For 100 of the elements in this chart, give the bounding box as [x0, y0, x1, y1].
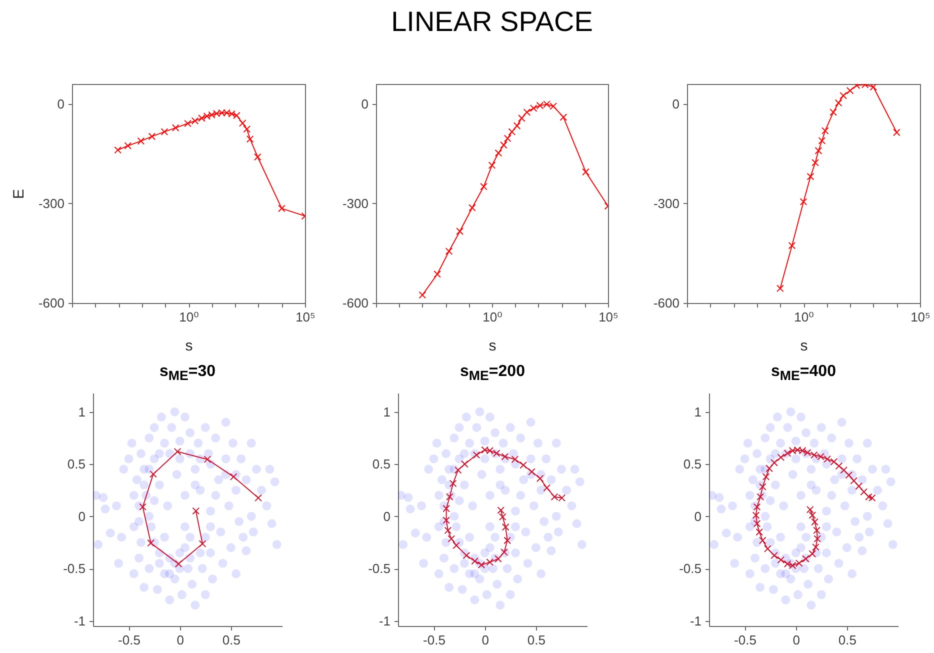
x-tick-label: 10⁰ [794, 310, 814, 324]
point [454, 466, 462, 474]
point [813, 526, 820, 534]
point [498, 513, 506, 521]
point [504, 536, 511, 544]
chart-title: LINEAR SPACE [390, 6, 594, 38]
point [198, 540, 206, 548]
y-tick-label: -600 [653, 296, 680, 310]
point [448, 535, 455, 542]
point [758, 536, 766, 544]
point [528, 468, 536, 476]
point [764, 545, 772, 552]
point [777, 556, 785, 564]
y-tick-label: -0.5 [679, 561, 702, 576]
point [808, 550, 816, 558]
point [814, 535, 822, 542]
x-axis-title: s [488, 338, 496, 354]
x-tick-label: 0 [792, 632, 800, 648]
point [486, 558, 494, 566]
point [174, 448, 182, 456]
x-tick-label: 0.5 [222, 632, 240, 648]
y-tick-label: 1 [694, 404, 702, 420]
y-tick-label: 0 [694, 508, 702, 524]
y-tick-label: 0.5 [683, 456, 702, 472]
x-tick-label: 10⁰ [179, 310, 199, 324]
y-tick-label: -0.5 [63, 561, 86, 576]
x-tick-label: 10⁵ [910, 310, 930, 324]
point [254, 494, 262, 502]
x-tick-label: 0.5 [838, 632, 856, 648]
point [812, 543, 820, 551]
point [840, 466, 848, 474]
point [442, 504, 450, 512]
y-tick-label: 0 [57, 96, 64, 112]
point [139, 503, 146, 511]
x-tick-label: 0 [176, 632, 184, 648]
x-tick-label: -0.5 [423, 632, 446, 648]
x-tick-label: 10⁵ [598, 310, 618, 324]
point [762, 473, 770, 480]
point [192, 507, 200, 515]
point [444, 526, 452, 534]
point [150, 470, 157, 478]
point [497, 506, 505, 514]
point [770, 552, 778, 560]
x-tick-label: 10⁵ [296, 310, 316, 324]
point [502, 523, 510, 531]
point [446, 493, 454, 501]
point [850, 477, 858, 484]
y-tick-label: 0 [672, 96, 680, 112]
point [756, 528, 764, 536]
chart-title: s$_{ME}$=200 [459, 363, 526, 384]
x-tick-label: 0.5 [527, 632, 546, 648]
point [471, 557, 478, 565]
point [865, 493, 872, 501]
point [442, 516, 450, 524]
y-tick-label: 1 [383, 404, 390, 420]
point [753, 520, 761, 528]
point [536, 474, 544, 482]
x-tick-label: -0.5 [118, 632, 140, 648]
point [845, 471, 853, 479]
point [494, 555, 502, 562]
y-tick-label: -300 [653, 196, 680, 211]
point [461, 460, 468, 468]
point [449, 480, 457, 488]
x-tick-label: 10⁰ [482, 310, 502, 324]
x-axis-title: s [185, 338, 193, 354]
point [756, 493, 764, 501]
y-tick-label: -300 [342, 196, 368, 211]
point [758, 483, 766, 490]
point [777, 454, 785, 462]
y-tick-label: -1 [378, 613, 390, 628]
point [806, 506, 814, 514]
point [462, 552, 470, 560]
point [478, 561, 486, 569]
point [520, 461, 528, 469]
point [230, 473, 238, 480]
y-tick-label: -1 [74, 613, 86, 628]
y-tick-label: -0.5 [368, 561, 390, 576]
y-tick-label: -600 [342, 296, 368, 310]
point [511, 456, 519, 464]
y-tick-label: 0 [383, 508, 390, 524]
point [811, 518, 818, 526]
y-tick-label: 0 [361, 96, 368, 112]
point [501, 452, 509, 460]
y-tick-label: -1 [690, 613, 702, 628]
point [753, 503, 761, 511]
y-tick-label: -300 [38, 196, 64, 211]
point [452, 542, 460, 550]
point [868, 494, 876, 502]
point [770, 459, 778, 466]
y-tick-label: 0 [78, 508, 86, 524]
x-axis-title: s [800, 338, 808, 354]
point [543, 484, 551, 492]
point [860, 488, 868, 496]
y-tick-label: 0.5 [372, 456, 390, 472]
chart-title: s$_{ME}$=30 [158, 363, 217, 384]
point [766, 464, 773, 472]
y-tick-label: 1 [78, 404, 86, 420]
point [472, 451, 480, 459]
y-tick-label: -600 [38, 296, 64, 310]
x-tick-label: 0 [482, 632, 489, 648]
